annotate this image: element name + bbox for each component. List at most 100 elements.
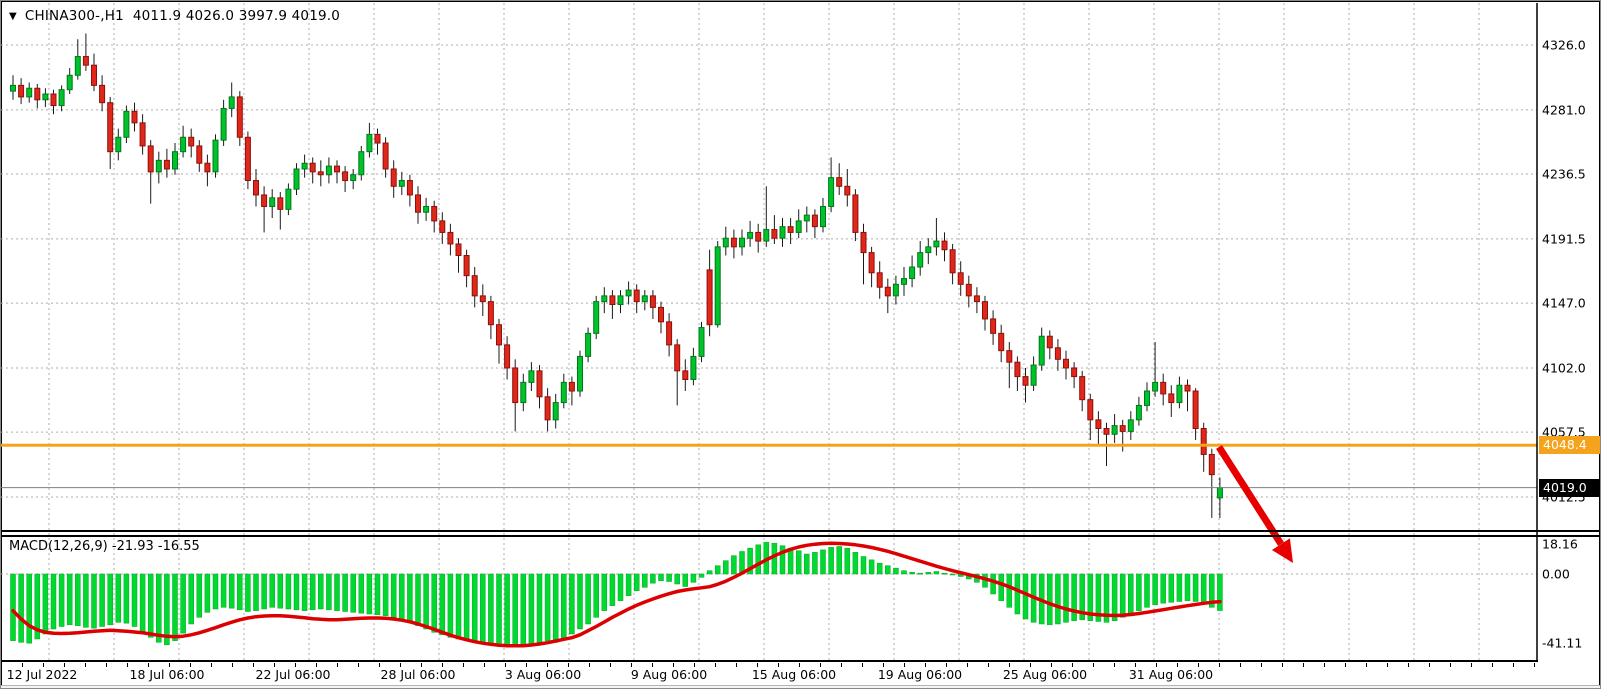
bull-candle: [285, 188, 292, 210]
bull-candle: [26, 87, 33, 98]
macd-histogram-bar: [504, 573, 510, 646]
bear-candle: [982, 301, 988, 320]
bear-candle: [990, 318, 997, 334]
window-bottom-strip: [1, 685, 1600, 688]
macd-histogram-bar: [1128, 573, 1134, 615]
macd-histogram-bar: [50, 573, 57, 630]
bull-candle: [172, 151, 178, 170]
bear-candle: [1168, 393, 1175, 404]
bull-candle: [520, 381, 527, 404]
macd-histogram-bar: [99, 573, 105, 627]
macd-histogram-bar: [1063, 573, 1069, 623]
time-axis-label: 31 Aug 06:00: [1128, 667, 1214, 682]
macd-histogram-bar: [463, 573, 470, 641]
bear-candle: [1119, 425, 1126, 432]
macd-histogram-bar: [1160, 573, 1166, 604]
pane-separator-line: [1, 535, 1600, 537]
bull-candle: [617, 295, 624, 306]
bear-candle: [965, 283, 972, 297]
bull-candle: [10, 84, 16, 92]
macd-histogram-bar: [674, 573, 680, 585]
macd-histogram-bar: [358, 573, 365, 614]
macd-histogram-bar: [228, 573, 235, 609]
macd-histogram-bar: [731, 555, 737, 575]
bear-candle: [463, 254, 470, 277]
macd-histogram-bar: [998, 573, 1004, 601]
bear-candle: [658, 306, 664, 323]
bull-candle: [293, 168, 300, 190]
bear-candle: [204, 162, 211, 173]
macd-histogram-bar: [601, 573, 608, 611]
macd-histogram-bar: [10, 573, 16, 641]
bear-candle: [1079, 376, 1086, 401]
macd-histogram-bar: [91, 573, 97, 629]
macd-histogram-bar: [1006, 573, 1013, 608]
macd-histogram-bar: [1136, 573, 1142, 611]
chart-dropdown-icon[interactable]: ▼: [9, 11, 17, 22]
bull-candle: [1111, 425, 1118, 435]
macd-histogram-bar: [1095, 573, 1102, 622]
bull-candle: [66, 74, 73, 91]
price-axis[interactable]: [1538, 1, 1600, 661]
macd-histogram-bar: [609, 573, 616, 606]
macd-histogram-bar: [212, 573, 219, 610]
bear-candle: [1022, 376, 1029, 386]
bull-candle: [1127, 419, 1134, 432]
macd-axis-label: -41.11: [1542, 635, 1583, 651]
macd-histogram-bar: [544, 573, 551, 641]
bear-candle: [860, 231, 867, 254]
trend-arrow-shaft[interactable]: [1216, 445, 1284, 546]
bear-candle: [334, 165, 340, 173]
macd-histogram-bar: [706, 570, 713, 575]
macd-histogram-bar: [1200, 573, 1207, 605]
bull-candle: [269, 197, 276, 207]
horizontal-support-line[interactable]: [1, 443, 1537, 447]
bull-candle: [528, 370, 535, 383]
macd-histogram-bar: [779, 545, 786, 575]
bear-candle: [1063, 358, 1069, 369]
macd-histogram-bar: [723, 560, 729, 575]
macd-axis-label: 18.16: [1542, 536, 1578, 552]
bear-candle: [957, 272, 964, 285]
bull-candle: [560, 381, 567, 404]
bull-candle: [593, 301, 600, 334]
macd-histogram-bar: [876, 562, 883, 575]
macd-histogram-bar: [66, 573, 73, 626]
pane-separator[interactable]: [1, 530, 1600, 537]
bull-candle: [779, 226, 786, 239]
macd-histogram-bar: [893, 567, 899, 575]
chart-title-bar: ▼ CHINA300-,H1 4011.9 4026.0 3997.9 4019.…: [9, 8, 340, 24]
macd-histogram-bar: [698, 573, 705, 578]
bear-candle: [755, 231, 762, 242]
macd-histogram-bar: [642, 573, 648, 588]
macd-histogram-bar: [423, 573, 429, 630]
macd-histogram-bar: [1087, 573, 1094, 621]
macd-histogram-bar: [1144, 573, 1150, 608]
macd-histogram-bar: [1111, 573, 1118, 621]
bear-candle: [236, 96, 243, 138]
macd-histogram-bar: [690, 573, 697, 583]
trend-arrow-head[interactable]: [1271, 538, 1293, 563]
bear-candle: [1192, 390, 1199, 430]
bear-candle: [406, 180, 413, 196]
bull-candle: [925, 246, 932, 254]
macd-histogram-bar: [552, 573, 559, 643]
macd-histogram-bar: [115, 573, 122, 623]
price-axis-label: 4236.5: [1542, 166, 1586, 182]
macd-histogram-bar: [1119, 573, 1126, 618]
macd-histogram-bar: [34, 573, 41, 640]
bull-candle: [42, 93, 49, 101]
bull-candle: [423, 205, 430, 213]
bear-candle: [949, 249, 956, 274]
bull-candle: [641, 295, 648, 303]
time-axis-ticks: [1, 663, 1538, 667]
bull-candle: [350, 174, 357, 182]
macd-histogram-bar: [309, 573, 316, 611]
symbol-timeframe-label: CHINA300-,H1: [24, 8, 124, 24]
time-axis-label: 22 Jul 06:00: [255, 667, 331, 682]
macd-histogram-bar: [1176, 573, 1183, 602]
macd-histogram-bar: [949, 573, 956, 576]
macd-histogram-bar: [787, 547, 794, 575]
macd-histogram-bar: [26, 573, 32, 644]
